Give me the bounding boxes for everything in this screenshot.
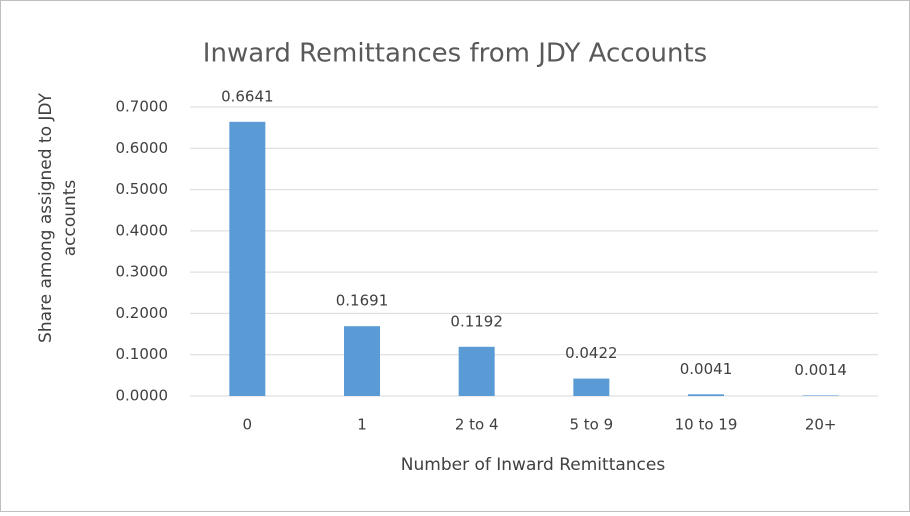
x-tick-label: 5 to 9 xyxy=(569,416,613,434)
y-tick-label: 0.3000 xyxy=(116,263,169,281)
y-tick-label: 0.7000 xyxy=(116,98,169,116)
y-tick-label: 0.5000 xyxy=(116,180,169,198)
y-tick-label: 0.2000 xyxy=(116,304,169,322)
bar xyxy=(344,326,380,396)
chart-title: Inward Remittances from JDY Accounts xyxy=(203,39,707,69)
x-tick-label: 1 xyxy=(357,416,367,434)
data-label: 0.1691 xyxy=(336,292,389,310)
x-tick-label: 10 to 19 xyxy=(675,416,738,434)
y-axis-label: Share among assigned to JDY accounts xyxy=(36,92,80,343)
x-tick-label: 2 to 4 xyxy=(455,416,499,434)
y-tick-label: 0.6000 xyxy=(116,139,169,157)
data-label: 0.0014 xyxy=(794,361,847,379)
bar xyxy=(802,395,839,396)
data-label: 0.0422 xyxy=(565,344,618,362)
y-axis-label-line: accounts xyxy=(60,180,80,257)
y-axis-label-line: Share among assigned to JDY xyxy=(36,92,56,343)
data-label: 0.6641 xyxy=(221,87,274,105)
y-tick-label: 0.4000 xyxy=(116,221,169,239)
data-label: 0.0041 xyxy=(680,360,733,378)
x-tick-label: 20+ xyxy=(805,416,837,434)
bar xyxy=(229,121,266,397)
bar xyxy=(688,394,724,396)
data-label: 0.1192 xyxy=(450,312,503,330)
bar xyxy=(573,378,610,396)
x-axis-label: Number of Inward Remittances xyxy=(401,455,666,475)
y-tick-label: 0.1000 xyxy=(116,345,169,363)
x-tick-label: 0 xyxy=(243,416,253,434)
bar xyxy=(458,346,495,396)
y-tick-label: 0.0000 xyxy=(116,387,169,405)
